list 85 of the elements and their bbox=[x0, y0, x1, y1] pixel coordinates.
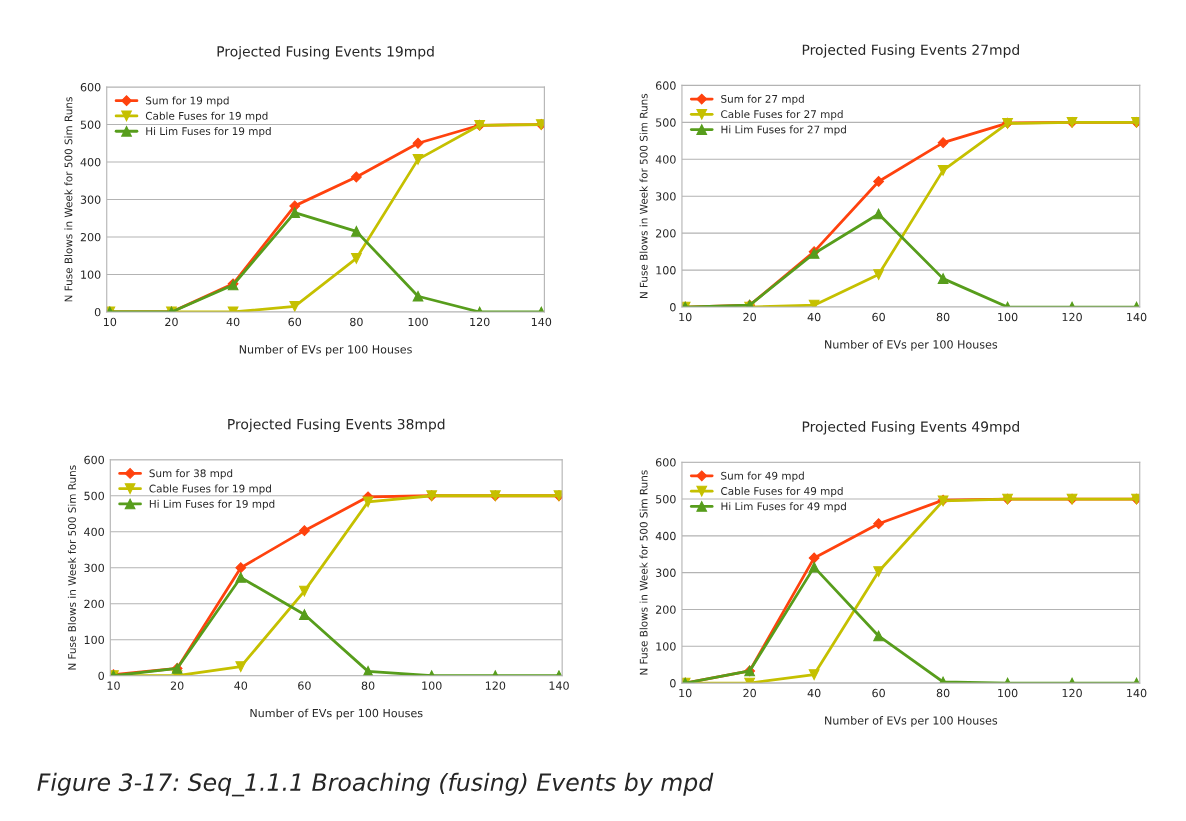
x-tick-label: 140 bbox=[1127, 312, 1147, 322]
legend-label: Cable Fuses for 19 mpd bbox=[145, 111, 268, 122]
y-tick-label: 500 bbox=[80, 120, 101, 129]
legend-label: Hi Lim Fuses for 19 mpd bbox=[149, 499, 275, 510]
legend-label: Sum for 38 mpd bbox=[149, 469, 233, 480]
x-tick-label: 40 bbox=[807, 688, 821, 698]
x-tick-label: 80 bbox=[361, 681, 375, 690]
y-tick-label: 300 bbox=[80, 195, 101, 204]
x-axis-title: Number of EVs per 100 Houses bbox=[825, 716, 998, 727]
x-tick-label: 120 bbox=[485, 681, 506, 690]
legend-label: Cable Fuses for 27 mpd bbox=[721, 110, 843, 121]
x-axis-title: Number of EVs per 100 Houses bbox=[239, 344, 412, 356]
y-tick-label: 600 bbox=[80, 83, 101, 92]
y-tick-label: 200 bbox=[84, 599, 104, 609]
x-axis-title: Number of EVs per 100 Houses bbox=[825, 340, 998, 351]
legend-label: Sum for 19 mpd bbox=[145, 96, 229, 107]
y-tick-label: 500 bbox=[656, 495, 676, 504]
y-tick-label: 100 bbox=[84, 635, 104, 645]
x-tick-label: 140 bbox=[549, 681, 569, 690]
y-tick-label: 100 bbox=[656, 266, 676, 275]
y-axis-title: N Fuse Blows in Week for 500 Sim Runs bbox=[639, 93, 648, 299]
y-tick-label: 400 bbox=[80, 157, 101, 167]
y-tick-label: 400 bbox=[655, 155, 676, 164]
x-tick-label: 80 bbox=[350, 317, 363, 327]
legend-label: Sum for 49 mpd bbox=[721, 471, 804, 482]
chart-title: Projected Fusing Events 27mpd bbox=[802, 44, 1019, 58]
x-tick-label: 120 bbox=[470, 317, 490, 327]
y-tick-label: 500 bbox=[656, 118, 676, 127]
chart-title: Projected Fusing Events 19mpd bbox=[217, 45, 434, 60]
y-tick-label: 200 bbox=[656, 229, 676, 238]
y-tick-label: 600 bbox=[84, 455, 104, 465]
x-tick-label: 60 bbox=[298, 681, 311, 690]
x-tick-label: 60 bbox=[872, 688, 885, 698]
x-tick-label: 60 bbox=[288, 317, 302, 327]
x-tick-label: 120 bbox=[1062, 312, 1082, 322]
x-tick-label: 20 bbox=[743, 312, 756, 322]
legend-label: Sum for 27 mpd bbox=[721, 94, 804, 105]
y-axis-title: N Fuse Blows in Week for 500 Sim Runs bbox=[639, 470, 648, 675]
legend-label: Hi Lim Fuses for 49 mpd bbox=[721, 502, 846, 513]
y-tick-label: 300 bbox=[656, 568, 676, 578]
x-tick-label: 100 bbox=[998, 688, 1018, 698]
x-tick-label: 60 bbox=[872, 312, 885, 322]
x-tick-label: 140 bbox=[531, 317, 552, 327]
x-tick-label: 40 bbox=[234, 681, 248, 690]
x-tick-label: 10 bbox=[103, 317, 117, 327]
y-tick-label: 300 bbox=[84, 563, 104, 573]
x-tick-label: 80 bbox=[936, 688, 950, 698]
x-tick-label: 100 bbox=[998, 312, 1018, 322]
x-tick-label: 20 bbox=[170, 681, 184, 690]
x-tick-label: 10 bbox=[107, 681, 120, 690]
legend-label: Cable Fuses for 19 mpd bbox=[149, 484, 271, 495]
y-tick-label: 100 bbox=[656, 642, 676, 651]
y-tick-label: 0 bbox=[670, 303, 676, 312]
y-tick-label: 300 bbox=[656, 192, 676, 201]
x-tick-label: 10 bbox=[679, 688, 692, 698]
x-tick-label: 140 bbox=[1127, 688, 1147, 698]
x-tick-label: 120 bbox=[1062, 688, 1082, 698]
y-tick-label: 100 bbox=[81, 270, 101, 279]
x-tick-label: 40 bbox=[226, 317, 240, 327]
x-tick-label: 100 bbox=[422, 681, 442, 690]
x-tick-label: 80 bbox=[936, 312, 950, 322]
y-tick-label: 0 bbox=[670, 679, 676, 688]
legend-label: Cable Fuses for 49 mpd bbox=[721, 486, 843, 497]
caption: Figure 3-17: Seq_1.1.1 Broaching (fusing) Events by mpd bbox=[37, 772, 714, 797]
y-tick-label: 0 bbox=[94, 307, 101, 317]
y-tick-label: 600 bbox=[655, 458, 676, 467]
x-tick-label: 10 bbox=[679, 312, 692, 322]
y-tick-label: 400 bbox=[655, 531, 676, 541]
y-axis-title: N Fuse Blows in Week for 500 Sim Runs bbox=[64, 97, 73, 302]
y-axis-title: N Fuse Blows in Week for 500 Sim Runs bbox=[67, 465, 76, 670]
x-tick-label: 20 bbox=[743, 688, 756, 698]
legend-label: Hi Lim Fuses for 27 mpd bbox=[721, 125, 846, 136]
x-tick-label: 20 bbox=[165, 317, 178, 327]
y-tick-label: 600 bbox=[655, 81, 676, 90]
x-tick-label: 100 bbox=[408, 317, 428, 327]
y-tick-label: 200 bbox=[80, 232, 101, 242]
y-tick-label: 500 bbox=[84, 491, 104, 501]
y-tick-label: 400 bbox=[84, 527, 104, 537]
legend-label: Hi Lim Fuses for 19 mpd bbox=[146, 126, 271, 138]
x-axis-title: Number of EVs per 100 Houses bbox=[250, 708, 423, 720]
chart-title: Projected Fusing Events 38mpd bbox=[228, 418, 445, 433]
x-tick-label: 40 bbox=[807, 312, 821, 322]
y-tick-label: 0 bbox=[98, 671, 104, 681]
y-tick-label: 200 bbox=[656, 605, 676, 614]
chart-title: Projected Fusing Events 49mpd bbox=[802, 421, 1019, 435]
